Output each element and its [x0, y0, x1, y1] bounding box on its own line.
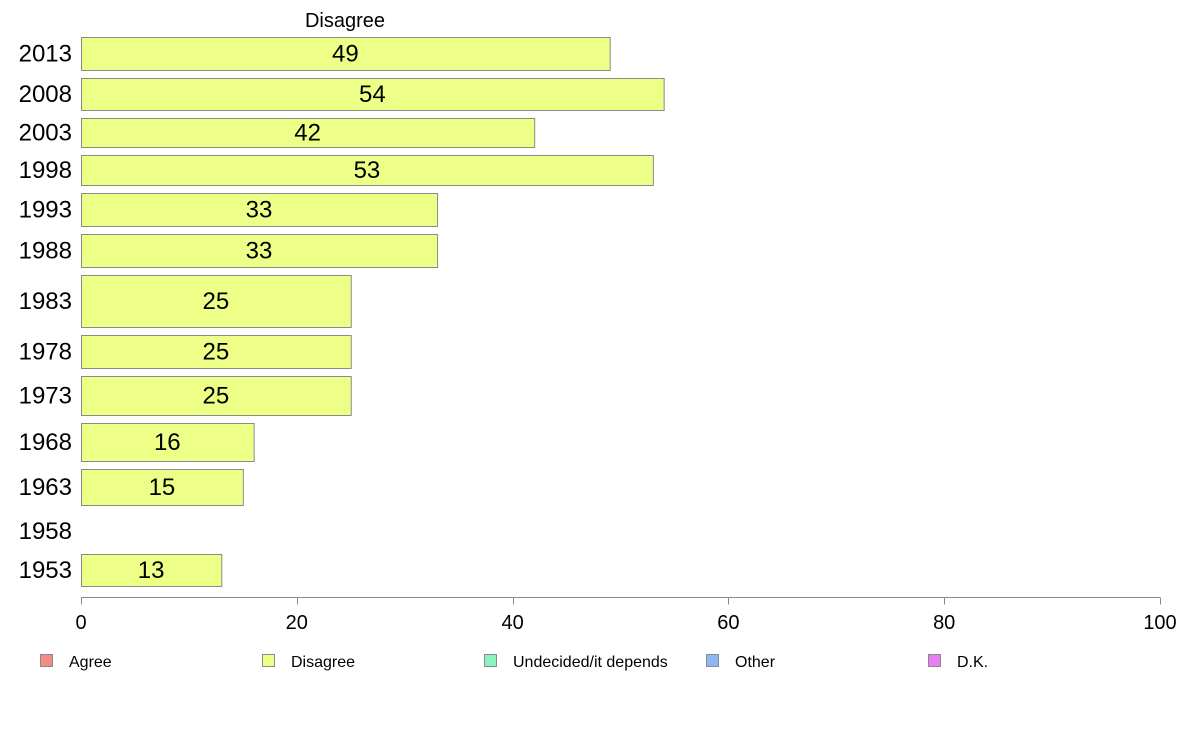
y-tick-label: 2003: [19, 120, 72, 147]
bar-value-label: 49: [332, 41, 359, 68]
x-tick-label: 80: [933, 612, 955, 634]
bar: [81, 155, 654, 186]
bar-value-label: 33: [246, 238, 273, 265]
x-axis: 0 20 40 60 80 100: [75, 597, 1177, 634]
y-tick-label: 2013: [19, 41, 72, 68]
y-tick-label: 2008: [19, 81, 72, 108]
chart-title: Disagree: [305, 10, 385, 32]
bars-layer: 2013 49 2008 54 2003 42 1998 53 1993 33 1988 33 1983…: [19, 37, 665, 587]
bar: [81, 37, 611, 71]
bar-value-label: 42: [294, 120, 321, 147]
bar: [81, 376, 352, 416]
y-tick-label: 1998: [19, 157, 72, 184]
legend-label: Agree: [69, 654, 112, 671]
bar: [81, 118, 536, 148]
legend: Agree Disagree Undecided/it depends Other D.…: [40, 654, 988, 671]
y-tick-label: 1963: [19, 474, 72, 501]
y-tick-label: 1988: [19, 238, 72, 265]
bar: [81, 234, 439, 268]
legend-swatch: [484, 654, 497, 667]
bar-value-label: 25: [203, 383, 230, 410]
legend-label: Undecided/it depends: [513, 654, 668, 671]
bar-value-label: 54: [359, 81, 386, 108]
bar-value-label: 25: [203, 339, 230, 366]
bar-value-label: 16: [154, 429, 181, 456]
legend-swatch: [928, 654, 941, 667]
y-tick-label: 1983: [19, 288, 72, 315]
x-tick-label: 40: [501, 612, 523, 634]
y-tick-label: 1968: [19, 429, 72, 456]
legend-label: Other: [735, 654, 776, 671]
bar-value-label: 15: [149, 474, 176, 501]
bar: [81, 78, 665, 111]
legend-swatch: [40, 654, 53, 667]
legend-swatch: [262, 654, 275, 667]
legend-swatch: [706, 654, 719, 667]
x-tick-label: 20: [286, 612, 308, 634]
x-tick-label: 0: [75, 612, 86, 634]
y-tick-label: 1973: [19, 383, 72, 410]
y-tick-label: 1953: [19, 557, 72, 584]
bar: [81, 554, 223, 587]
y-tick-label: 1978: [19, 339, 72, 366]
bar: [81, 423, 255, 462]
bar: [81, 275, 352, 328]
bar: [81, 469, 244, 506]
x-tick-label: 60: [717, 612, 739, 634]
y-tick-label: 1958: [19, 518, 72, 545]
legend-label: D.K.: [957, 654, 988, 671]
bar: [81, 193, 439, 227]
bar-value-label: 25: [203, 288, 230, 315]
bar-value-label: 33: [246, 197, 273, 224]
y-tick-label: 1993: [19, 197, 72, 224]
bar-value-label: 13: [138, 557, 165, 584]
bar-value-label: 53: [354, 157, 381, 184]
bar: [81, 335, 352, 369]
x-tick-label: 100: [1143, 612, 1176, 634]
legend-label: Disagree: [291, 654, 355, 671]
